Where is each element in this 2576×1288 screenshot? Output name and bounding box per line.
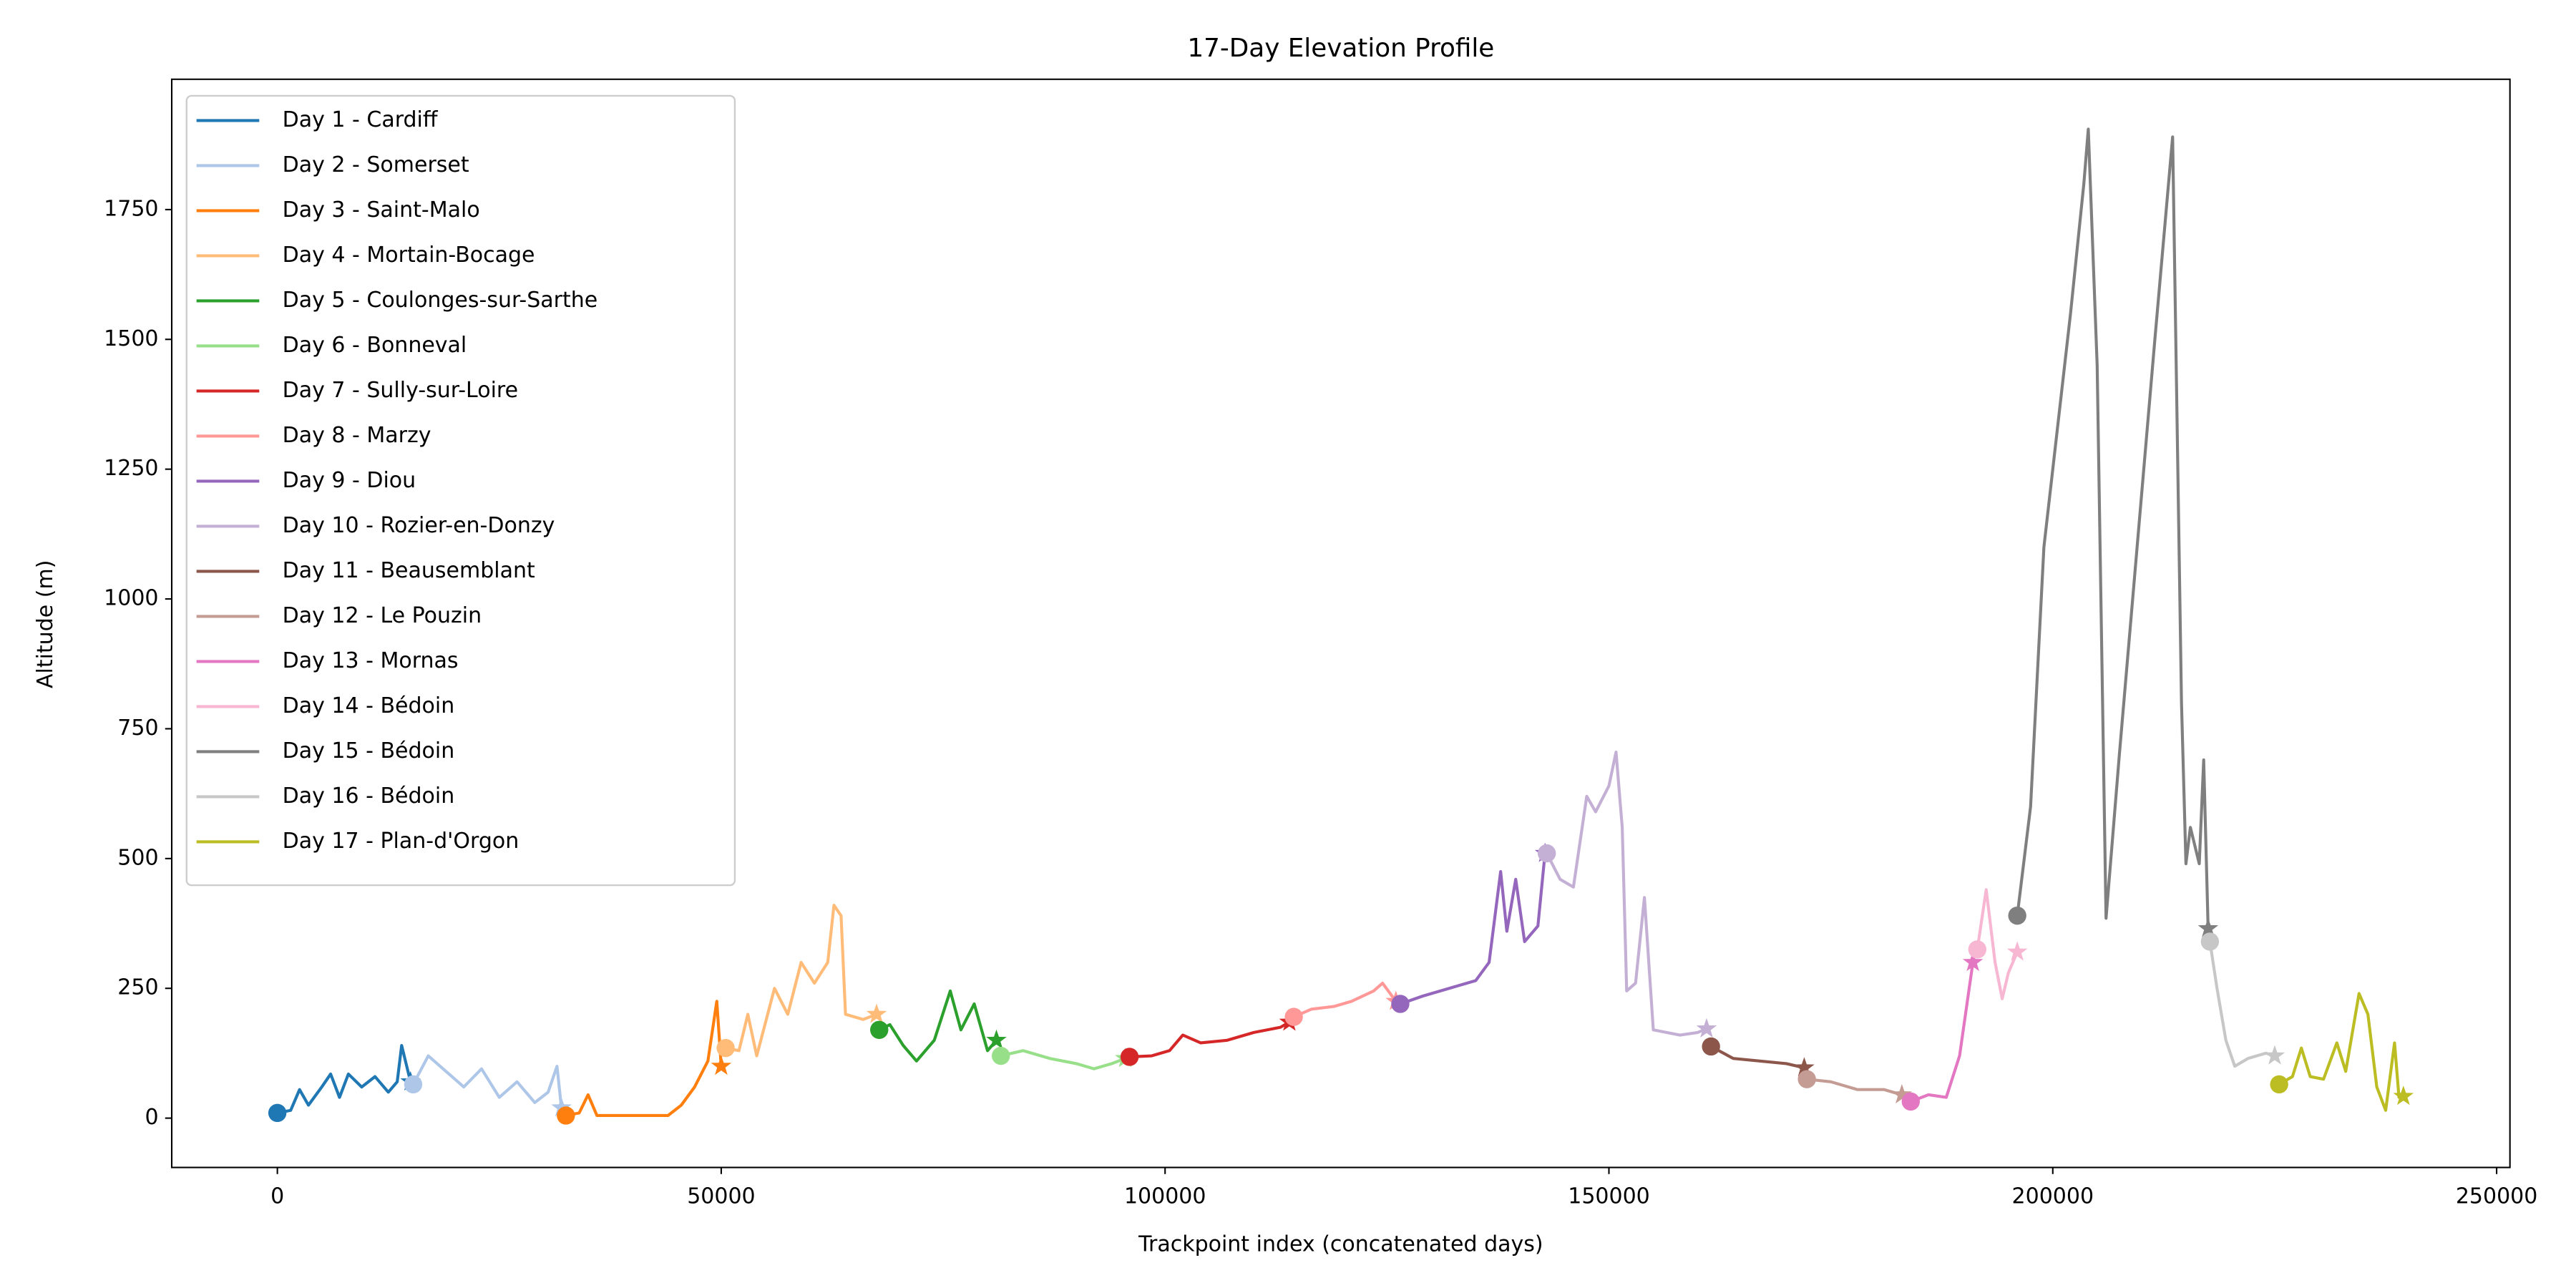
legend-label: Day 14 - Bédoin (283, 693, 455, 718)
legend-label: Day 7 - Sully-sur-Loire (283, 378, 518, 403)
y-tick-label: 1250 (104, 456, 158, 481)
legend-label: Day 12 - Le Pouzin (283, 603, 482, 628)
x-tick-label: 0 (270, 1184, 284, 1209)
legend-label: Day 8 - Marzy (283, 423, 431, 448)
end-marker (551, 1097, 572, 1117)
legend-label: Day 9 - Diou (283, 468, 416, 493)
chart-title: 17-Day Elevation Profile (1187, 34, 1494, 63)
start-marker (1284, 1008, 1303, 1026)
series-line (1976, 888, 2019, 1000)
start-marker (716, 1038, 735, 1058)
series-line (2278, 992, 2404, 1112)
start-marker (1797, 1070, 1816, 1088)
series-line (411, 1054, 563, 1108)
legend-label: Day 16 - Bédoin (283, 784, 455, 809)
series-line (1806, 1078, 1903, 1096)
y-tick-label: 1000 (104, 586, 158, 611)
start-marker (992, 1046, 1010, 1065)
y-tick-label: 0 (145, 1105, 158, 1130)
y-tick-label: 1750 (104, 196, 158, 221)
y-axis-label: Altitude (m) (33, 560, 58, 688)
start-marker (2270, 1075, 2288, 1094)
plot-frame (170, 78, 2511, 1169)
legend-label: Day 13 - Mornas (283, 648, 459, 673)
legend-label: Day 11 - Beausemblant (283, 558, 535, 583)
series-line (725, 904, 877, 1058)
y-tick-label: 1500 (104, 326, 158, 351)
series-line (1129, 1020, 1290, 1059)
legend-label: Day 5 - Coulonges-sur-Sarthe (283, 288, 598, 313)
y-tick-label: 250 (117, 975, 158, 1000)
start-marker (1901, 1092, 1920, 1111)
legend-label: Day 15 - Bédoin (283, 738, 455, 763)
start-marker (1120, 1048, 1139, 1066)
end-marker (711, 1055, 732, 1075)
start-marker (2200, 932, 2220, 951)
series-line (1000, 1049, 1126, 1070)
legend-label: Day 17 - Plan-d'Orgon (283, 829, 519, 854)
legend-label: Day 10 - Rozier-en-Donzy (283, 513, 555, 538)
series-line (1710, 1045, 1805, 1070)
end-marker (1962, 951, 1984, 972)
series-line (1293, 981, 1397, 1019)
legend-label: Day 4 - Mortain-Bocage (283, 243, 535, 268)
x-tick-label: 150000 (1568, 1184, 1650, 1209)
x-tick-label: 100000 (1124, 1184, 1206, 1209)
start-marker (1391, 995, 1410, 1013)
series-line (878, 989, 998, 1063)
end-marker (2264, 1045, 2285, 1065)
end-marker (986, 1029, 1007, 1049)
x-axis-label: Trackpoint index (concatenated days) (1138, 1232, 1543, 1257)
y-tick-label: 750 (117, 716, 158, 741)
end-marker (2197, 917, 2219, 937)
end-marker (1794, 1057, 1815, 1077)
start-marker (2008, 906, 2026, 925)
end-marker (2006, 941, 2028, 961)
start-marker (268, 1103, 287, 1123)
y-tick-label: 500 (117, 845, 158, 870)
plot-area (268, 127, 2414, 1125)
x-tick-label: 50000 (687, 1184, 755, 1209)
x-tick-label: 200000 (2012, 1184, 2094, 1209)
end-marker (2393, 1085, 2414, 1106)
series-line (1545, 751, 1707, 1037)
x-tick-label: 250000 (2456, 1184, 2538, 1209)
series-line (2016, 127, 2210, 929)
start-marker (1702, 1037, 1720, 1056)
series-line (277, 1043, 412, 1115)
series-line (565, 1000, 723, 1118)
legend-label: Day 6 - Bonneval (283, 333, 467, 358)
start-marker (557, 1106, 575, 1125)
legend-label: Day 3 - Saint-Malo (283, 197, 480, 223)
end-marker (866, 1003, 887, 1023)
start-marker (1968, 940, 1987, 959)
end-marker (1891, 1083, 1913, 1104)
end-marker (1696, 1018, 1717, 1038)
legend: Day 1 - Cardiff Day 2 - Somerset Day 3 - S… (185, 94, 736, 887)
start-marker (1537, 844, 1556, 863)
series-line (1400, 853, 1547, 1005)
series-line (1910, 962, 1975, 1103)
legend-label: Day 2 - Somerset (283, 152, 469, 177)
start-marker (870, 1020, 889, 1039)
legend-box (185, 94, 736, 887)
start-marker (404, 1075, 423, 1094)
legend-label: Day 1 - Cardiff (283, 107, 439, 132)
